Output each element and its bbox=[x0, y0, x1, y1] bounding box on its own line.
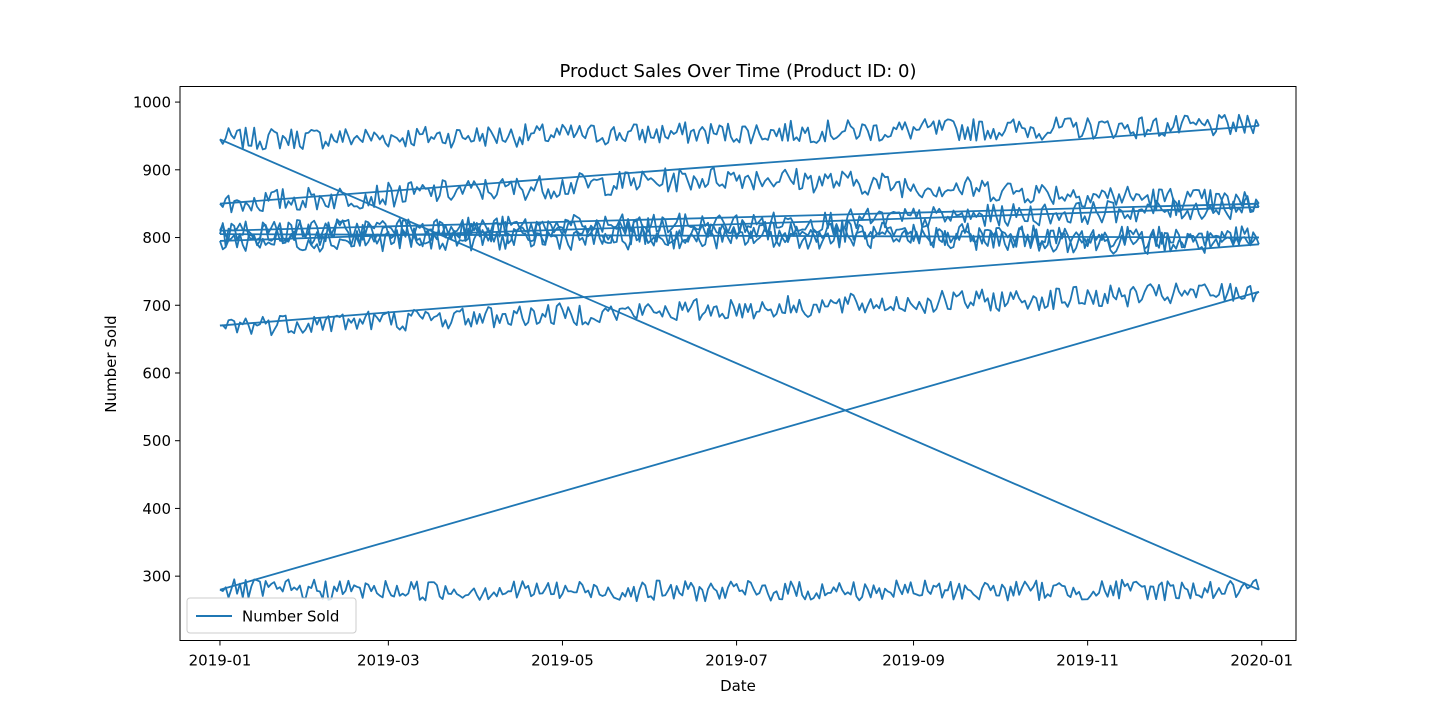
plot-lines bbox=[219, 113, 1260, 603]
series-line-segment bbox=[219, 282, 1260, 337]
y-tick-label: 600 bbox=[142, 364, 171, 382]
series-connector-line bbox=[219, 138, 1260, 591]
legend: Number Sold bbox=[186, 597, 357, 634]
series-connector-line bbox=[219, 202, 1259, 232]
x-tick-label: 2019-05 bbox=[531, 652, 594, 670]
series-connector-line bbox=[219, 243, 1259, 327]
x-tick-label: 2019-03 bbox=[357, 652, 420, 670]
x-tick-label: 2019-09 bbox=[882, 652, 945, 670]
y-tick-label: 900 bbox=[142, 161, 171, 179]
series-line-segment bbox=[219, 217, 1260, 255]
series-line-segment bbox=[219, 166, 1260, 214]
x-axis-label: Date bbox=[720, 677, 756, 695]
series-line-segment bbox=[219, 113, 1260, 151]
y-tick-label: 700 bbox=[142, 297, 171, 315]
x-tick-label: 2019-07 bbox=[705, 652, 768, 670]
y-tick-label: 1000 bbox=[133, 94, 171, 112]
series-connector-line bbox=[219, 124, 1259, 205]
y-tick-label: 500 bbox=[142, 432, 171, 450]
x-tick-label: 2020-01 bbox=[1230, 652, 1293, 670]
y-axis-label: Number Sold bbox=[102, 315, 120, 412]
series-connector-line bbox=[219, 233, 1259, 239]
y-tick-label: 400 bbox=[142, 500, 171, 518]
x-tick-label: 2019-11 bbox=[1056, 652, 1119, 670]
legend-box bbox=[186, 597, 357, 634]
series-connector-line bbox=[219, 290, 1260, 591]
plot-area-frame bbox=[179, 86, 1297, 641]
series-line-segment bbox=[219, 578, 1260, 603]
x-axis: 2019-01 2019-03 2019-05 2019-07 2019-09 2019-… bbox=[189, 640, 1293, 670]
y-tick-label: 300 bbox=[142, 568, 171, 586]
x-tick-label: 2019-01 bbox=[189, 652, 252, 670]
y-axis: 300 400 500 600 700 800 900 1000 bbox=[133, 94, 180, 586]
chart-title: Product Sales Over Time (Product ID: 0) bbox=[559, 61, 916, 82]
legend-entry-label: Number Sold bbox=[242, 608, 339, 626]
y-tick-label: 800 bbox=[142, 229, 171, 247]
